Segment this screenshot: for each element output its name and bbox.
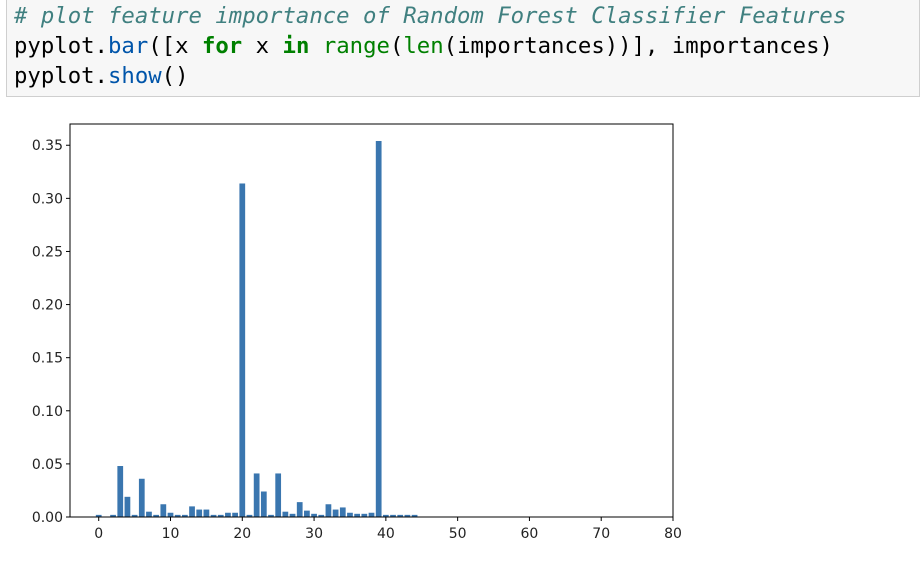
bar: [246, 514, 253, 517]
bar: [153, 514, 160, 517]
bar: [174, 514, 181, 517]
bar-chart: 0.00 0.05 0.10 0.15 0.20 0.25 0.30 0.35 0 10 20 30 4…: [32, 123, 682, 542]
bar: [181, 514, 188, 517]
code-cell-input[interactable]: # plot feature importance of Random Fore…: [6, 0, 920, 97]
x-tick-label: 60: [521, 526, 539, 542]
y-tick-label: 0.10: [32, 404, 63, 420]
bar: [260, 491, 267, 517]
code-line-3: pyplot.show(): [14, 61, 189, 91]
bar: [124, 496, 131, 517]
bar: [339, 507, 346, 517]
bar: [382, 514, 389, 517]
y-tick-label: 0.05: [32, 457, 63, 473]
bar: [397, 514, 404, 517]
bar: [390, 514, 396, 517]
x-tick-label: 10: [162, 526, 180, 542]
bar: [117, 466, 124, 517]
bar: [325, 504, 332, 517]
bar: [368, 512, 375, 517]
bar: [138, 478, 145, 517]
x-tick-label: 80: [664, 526, 682, 542]
bar: [189, 506, 195, 517]
bar: [332, 509, 339, 517]
bar: [375, 140, 382, 517]
code-token: pyplot.: [14, 63, 108, 89]
bar: [404, 514, 411, 517]
code-token: (): [161, 63, 189, 89]
y-tick-label: 0.15: [32, 351, 63, 367]
code-token: (: [389, 33, 404, 59]
code-token: pyplot.: [14, 33, 108, 59]
x-tick-label: 50: [449, 526, 467, 542]
bar: [318, 514, 325, 517]
bar: [289, 513, 296, 517]
bar: [146, 511, 152, 517]
bar: [110, 514, 116, 517]
plot-frame: [69, 123, 674, 518]
y-tick-label: 0.30: [32, 191, 63, 207]
y-tick-label: 0.25: [32, 244, 63, 260]
x-tick-label: 0: [94, 526, 103, 542]
code-token: in: [282, 33, 310, 59]
x-tick-label: 70: [592, 526, 610, 542]
code-token: ([x: [148, 33, 202, 59]
code-token: bar: [107, 33, 149, 59]
bar: [239, 183, 246, 517]
bar: [203, 509, 210, 517]
bar: [354, 513, 361, 517]
y-tick-label: 0.00: [32, 510, 63, 526]
bar: [253, 473, 260, 517]
bar: [160, 504, 167, 517]
bar: [217, 514, 224, 517]
bar: [411, 514, 418, 517]
bar: [232, 512, 238, 517]
bar: [95, 514, 102, 517]
code-line-2: pyplot.bar([x for x in range(len(importa…: [14, 31, 833, 61]
bar: [225, 512, 231, 517]
bar: [210, 514, 217, 517]
bar: [304, 510, 310, 517]
bar: [196, 509, 203, 517]
x-tick-label: 40: [377, 526, 395, 542]
bar: [361, 513, 368, 517]
code-line-1: # plot feature importance of Random Fore…: [14, 1, 846, 31]
y-tick-label: 0.20: [32, 298, 63, 314]
code-token: # plot feature importance of Random Fore…: [14, 3, 847, 29]
code-token: (importances))], importances): [443, 33, 833, 59]
y-tick-label: 0.35: [32, 138, 63, 154]
x-tick-label: 20: [233, 526, 251, 542]
code-token: x: [242, 33, 283, 59]
bar: [311, 513, 317, 517]
code-token: [309, 33, 322, 59]
bar: [275, 473, 282, 517]
bar: [268, 514, 274, 517]
bar: [296, 502, 303, 517]
bar: [131, 514, 138, 517]
bar: [282, 511, 289, 517]
bar: [347, 512, 353, 517]
code-token: show: [107, 63, 162, 89]
x-tick-label: 30: [305, 526, 323, 542]
cell-output-area: 0.00 0.05 0.10 0.15 0.20 0.25 0.30 0.35 0 10 20 30 4…: [0, 97, 922, 570]
code-token: for: [201, 33, 243, 59]
code-token: len: [403, 33, 444, 59]
code-token: range: [322, 33, 390, 59]
bar: [167, 512, 174, 517]
